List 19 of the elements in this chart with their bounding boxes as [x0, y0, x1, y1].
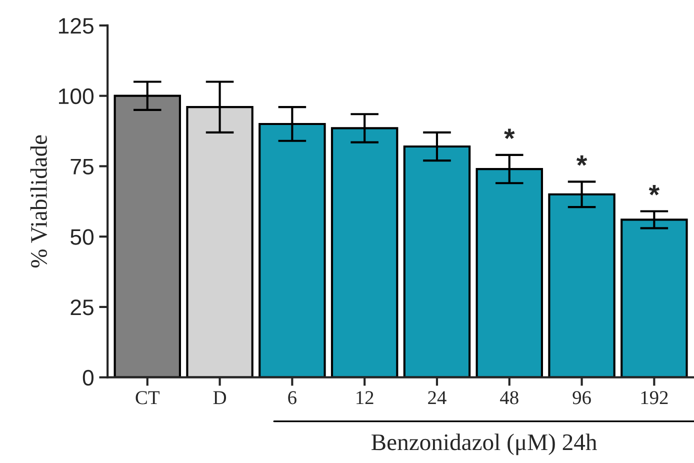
y-tick-label: 75: [70, 158, 94, 174]
y-tick-label: 125: [58, 18, 94, 34]
y-tick-label: 25: [70, 300, 94, 316]
y-tick-label: 100: [58, 88, 94, 104]
y-tick-label: 0: [82, 370, 94, 386]
x-tick-label: D: [213, 391, 226, 404]
x-axis-title: Benzonidazol (μM) 24h: [372, 434, 597, 456]
y-axis-title: % Viabilidade: [30, 135, 48, 268]
x-tick-label: 6: [288, 391, 296, 404]
annotation: *: [504, 128, 515, 140]
x-tick-label: 96: [572, 391, 591, 404]
annotation: *: [648, 184, 660, 196]
x-tick-label: 48: [500, 391, 518, 404]
x-tick-label: 12: [356, 391, 374, 404]
x-tick-label: 192: [641, 391, 668, 404]
x-tick-label: 24: [428, 391, 446, 404]
x-tick-label: CT: [136, 391, 160, 404]
y-tick-label: 50: [70, 229, 94, 245]
annotation: *: [576, 155, 588, 166]
